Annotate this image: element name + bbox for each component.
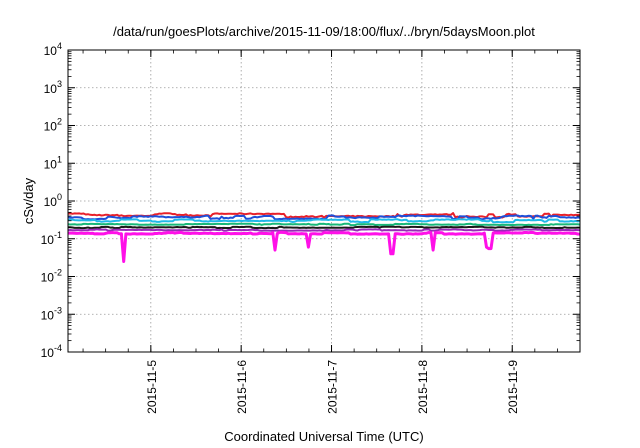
series-line <box>67 218 581 224</box>
y-tick-label: 10-4 <box>41 343 62 360</box>
y-tick-label: 102 <box>44 117 62 134</box>
grid <box>68 50 580 352</box>
y-tick-label: 10-3 <box>41 305 62 322</box>
x-tick-label: 2015-11-5 <box>145 360 159 414</box>
x-tick-label: 2015-11-9 <box>506 360 520 414</box>
chart-title: /data/run/goesPlots/archive/2015-11-09/1… <box>113 24 535 39</box>
y-tick-label: 100 <box>44 192 62 209</box>
series-line <box>67 228 581 232</box>
y-axis-label: cSv/day <box>21 177 36 224</box>
x-axis-label: Coordinated Universal Time (UTC) <box>224 429 423 444</box>
y-tick-label: 10-1 <box>41 230 62 247</box>
series-line <box>67 212 581 219</box>
y-ticks: 10-4 10-3 10-2 10-1 100 101 102 103 104 <box>41 41 580 360</box>
x-tick-label: 2015-11-8 <box>416 360 430 414</box>
x-ticks: 2015-11-5 2015-11-6 2015-11-7 2015-11-8 2015… <box>82 50 558 414</box>
y-tick-label: 103 <box>44 79 62 96</box>
x-tick-label: 2015-11-6 <box>235 360 249 414</box>
series-line <box>67 225 580 230</box>
y-tick-label: 101 <box>44 154 62 171</box>
series-layer <box>67 212 581 263</box>
x-tick-label: 2015-11-7 <box>326 360 340 414</box>
series-line <box>67 222 581 227</box>
series-line <box>68 230 581 263</box>
y-tick-label: 10-2 <box>41 268 62 285</box>
y-tick-label: 104 <box>44 41 62 58</box>
